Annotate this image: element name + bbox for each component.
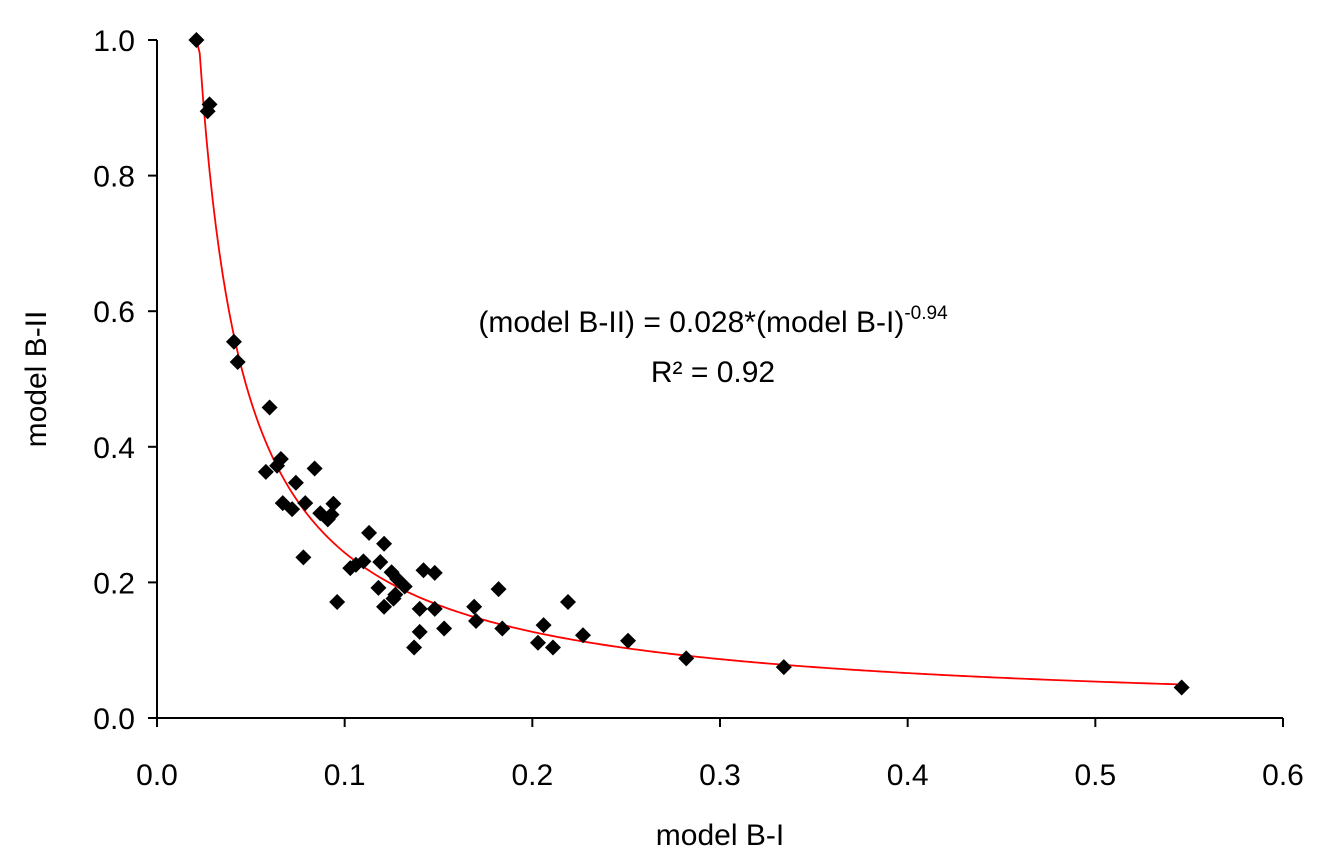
data-point	[325, 495, 342, 512]
data-point	[529, 634, 546, 651]
data-point	[323, 506, 340, 523]
x-tick-label: 0.0	[136, 759, 178, 792]
data-point	[1173, 679, 1190, 696]
x-axis-ticks: 0.0 0.1 0.2 0.3 0.4 0.5 0.6	[136, 718, 1304, 792]
data-point	[376, 535, 393, 552]
data-point	[535, 617, 552, 634]
data-point	[297, 495, 314, 512]
y-tick-label: 0.0	[93, 703, 135, 736]
data-point	[678, 650, 695, 667]
data-point	[370, 579, 387, 596]
data-point	[411, 600, 428, 617]
data-point	[199, 103, 216, 120]
x-tick-label: 0.5	[1074, 759, 1116, 792]
data-point	[188, 32, 205, 48]
x-axis-title: model B-I	[656, 819, 784, 852]
data-point	[426, 600, 443, 617]
y-tick-label: 0.2	[93, 567, 135, 600]
x-tick-label: 0.1	[324, 759, 366, 792]
x-tick-label: 0.2	[511, 759, 553, 792]
data-point	[287, 474, 304, 491]
y-tick-label: 1.0	[93, 25, 135, 58]
data-point	[376, 598, 393, 615]
x-tick-label: 0.4	[887, 759, 929, 792]
data-point	[775, 659, 792, 676]
x-tick-label: 0.6	[1262, 759, 1304, 792]
data-point	[559, 594, 576, 611]
equation-exponent: -0.94	[904, 303, 948, 324]
data-point	[396, 578, 413, 595]
data-point	[466, 598, 483, 615]
data-point	[575, 627, 592, 644]
data-points	[188, 32, 1190, 696]
y-axis-ticks: 0.0 0.2 0.4 0.6 0.8 1.0	[93, 25, 157, 736]
data-point	[329, 594, 346, 611]
data-point	[385, 590, 402, 607]
equation-main: (model B-II) = 0.028*(model B-I)	[478, 306, 904, 339]
data-point	[361, 524, 378, 541]
data-point	[229, 354, 246, 371]
data-point	[436, 620, 453, 637]
data-point	[415, 562, 432, 579]
data-point	[468, 613, 485, 630]
y-tick-label: 0.6	[93, 296, 135, 329]
data-point	[544, 639, 561, 656]
data-point	[620, 632, 637, 649]
data-point	[295, 549, 312, 566]
data-point	[269, 457, 286, 474]
x-tick-label: 0.3	[699, 759, 741, 792]
data-point	[225, 333, 242, 350]
r-squared-label: R² = 0.92	[651, 356, 775, 389]
data-point	[411, 623, 428, 640]
data-point	[372, 554, 389, 571]
data-point	[426, 564, 443, 581]
data-point	[284, 501, 301, 518]
data-point	[257, 463, 274, 480]
y-tick-label: 0.8	[93, 161, 135, 194]
data-point	[494, 620, 511, 637]
data-point	[306, 460, 323, 477]
data-point	[261, 399, 278, 416]
y-tick-label: 0.4	[93, 432, 135, 465]
data-point	[355, 553, 372, 570]
data-point	[490, 581, 507, 598]
equation-label: (model B-II) = 0.028*(model B-I)-0.94	[478, 303, 948, 339]
data-point	[406, 639, 423, 656]
y-axis-title: model B-II	[20, 311, 53, 448]
